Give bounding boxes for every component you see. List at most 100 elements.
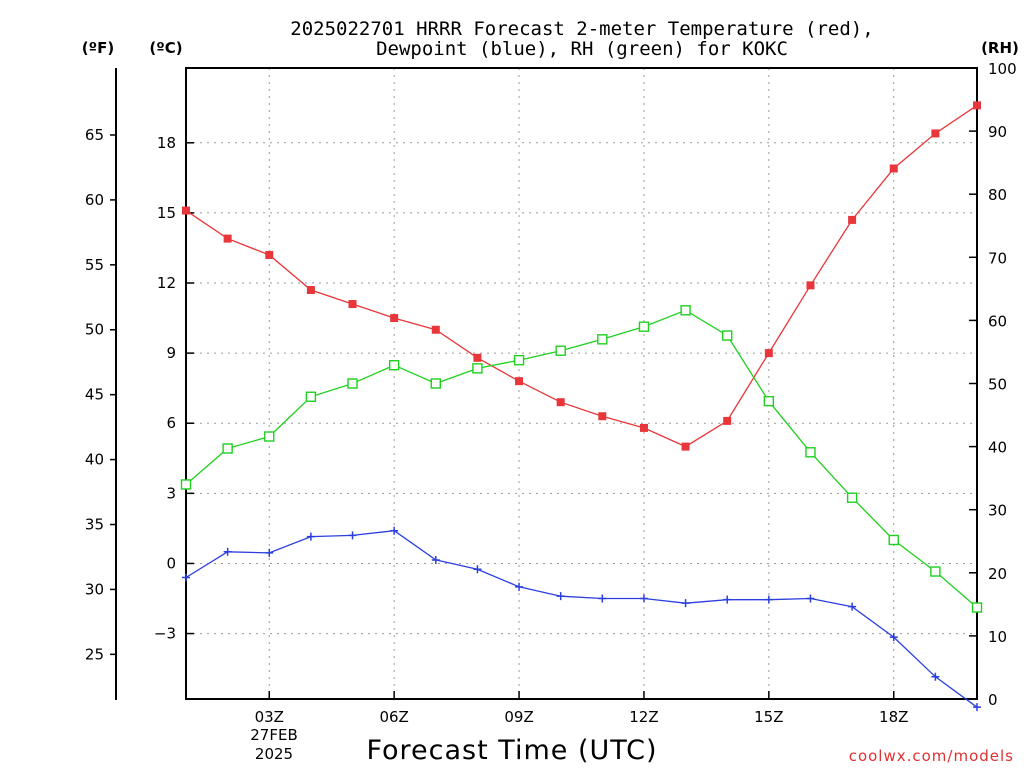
fahrenheit-tick-label: 65: [85, 126, 104, 144]
x-tick-label: 03Z: [255, 708, 284, 726]
temperature-point: [931, 129, 940, 138]
series-layer: [180, 101, 983, 712]
temperature-point: [431, 325, 440, 334]
x-tick-label: 12Z: [629, 708, 658, 726]
fahrenheit-unit-label: (ºF): [82, 39, 114, 57]
temperature-line: [185, 104, 978, 448]
rh-point: [264, 431, 275, 442]
dewpoint-point: [681, 599, 690, 608]
rh-point: [513, 354, 525, 366]
x-tick-label: 09Z: [504, 708, 533, 726]
dewpoint-point: [306, 532, 315, 541]
temperature-point: [473, 353, 482, 362]
celsius-tick-label: −3: [154, 625, 176, 643]
rh-point: [805, 447, 816, 458]
temperature-point: [223, 234, 232, 243]
temperature-point: [973, 101, 981, 110]
rh-point: [222, 443, 233, 454]
x-tick-label: 06Z: [379, 708, 408, 726]
rh-series: [180, 305, 983, 613]
rh-tick-label: 60: [988, 312, 1007, 330]
celsius-tick-label: 18: [157, 134, 176, 152]
rh-point: [971, 602, 983, 613]
rh-point: [305, 391, 317, 402]
rh-point: [430, 378, 441, 389]
fahrenheit-tick-label: 60: [85, 191, 104, 209]
dewpoint-point: [723, 595, 732, 604]
rh-tick-label: 10: [988, 628, 1007, 646]
dewpoint-line: [185, 530, 978, 708]
rh-point: [597, 334, 608, 345]
dewpoint-point: [473, 565, 482, 574]
dewpoint-point: [598, 594, 607, 603]
rh-point: [472, 363, 483, 374]
temperature-point: [598, 412, 607, 421]
rh-point: [930, 566, 941, 577]
plot-frame: [185, 67, 978, 700]
fahrenheit-tick-label: 30: [85, 580, 104, 598]
temperature-point: [723, 416, 732, 425]
rh-point: [888, 534, 899, 546]
watermark: coolwx.com/models: [849, 747, 1014, 765]
rh-tick-label: 90: [988, 123, 1007, 141]
temperature-series: [182, 101, 981, 451]
chart-title-line1: 2025022701 HRRR Forecast 2-meter Tempera…: [290, 18, 873, 40]
dewpoint-series: [182, 526, 981, 712]
celsius-tick-label: 9: [166, 344, 176, 362]
celsius-tick-label: 3: [166, 484, 176, 502]
dewpoint-point: [973, 703, 981, 712]
temperature-point: [639, 423, 648, 432]
temperature-point: [390, 314, 399, 323]
dewpoint-point: [182, 573, 190, 582]
dewpoint-point: [390, 526, 399, 535]
dewpoint-point: [806, 594, 815, 603]
dewpoint-point: [348, 531, 357, 540]
temperature-point: [515, 377, 524, 386]
temperature-point: [182, 206, 190, 215]
rh-point: [180, 479, 192, 490]
fahrenheit-tick-label: 45: [85, 386, 104, 404]
rh-point: [347, 378, 358, 389]
temperature-point: [556, 398, 565, 407]
rh-point: [638, 321, 650, 332]
rh-point: [388, 360, 400, 371]
temperature-point: [848, 215, 857, 224]
x-tick-label: 15Z: [754, 708, 783, 726]
fahrenheit-tick-label: 40: [85, 451, 104, 469]
x-axis-label: Forecast Time (UTC): [366, 735, 657, 766]
rh-axis-ticks: 0 10 20 30 40 50 60 70 80 90 100: [969, 60, 1017, 709]
celsius-tick-label: 12: [157, 274, 176, 292]
fahrenheit-tick-label: 35: [85, 516, 104, 534]
temperature-point: [348, 300, 357, 309]
x-axis-ticks: 03Z 06Z 09Z 12Z 15Z 18Z: [255, 691, 908, 726]
rh-tick-label: 70: [988, 249, 1007, 267]
celsius-unit-label: (ºC): [149, 39, 182, 57]
temperature-point: [806, 281, 815, 290]
temperature-point: [306, 286, 315, 295]
rh-tick-label: 0: [988, 691, 998, 709]
date-label-year: 2025: [255, 745, 293, 763]
dewpoint-point: [223, 547, 232, 556]
celsius-axis-ticks: −3 0 3 6 9 12 15 18: [154, 134, 194, 643]
rh-point: [763, 395, 775, 407]
rh-point: [680, 305, 691, 316]
rh-point: [846, 492, 858, 503]
rh-tick-label: 40: [988, 439, 1007, 457]
rh-tick-label: 80: [988, 186, 1007, 204]
dewpoint-point: [848, 602, 857, 611]
x-tick-label: 18Z: [879, 708, 908, 726]
dewpoint-point: [431, 555, 440, 564]
fahrenheit-tick-label: 55: [85, 256, 104, 274]
rh-point: [722, 330, 733, 341]
rh-tick-label: 20: [988, 565, 1007, 583]
celsius-tick-label: 6: [166, 414, 176, 432]
grid-lines: [186, 68, 977, 699]
rh-line: [185, 309, 978, 608]
fahrenheit-axis-ticks: 25 30 35 40 45 50 55 60 65: [85, 126, 116, 663]
dewpoint-point: [265, 548, 274, 557]
temperature-point: [889, 164, 898, 173]
dewpoint-point: [639, 594, 648, 603]
rh-tick-label: 100: [988, 60, 1017, 78]
celsius-tick-label: 0: [166, 554, 176, 572]
